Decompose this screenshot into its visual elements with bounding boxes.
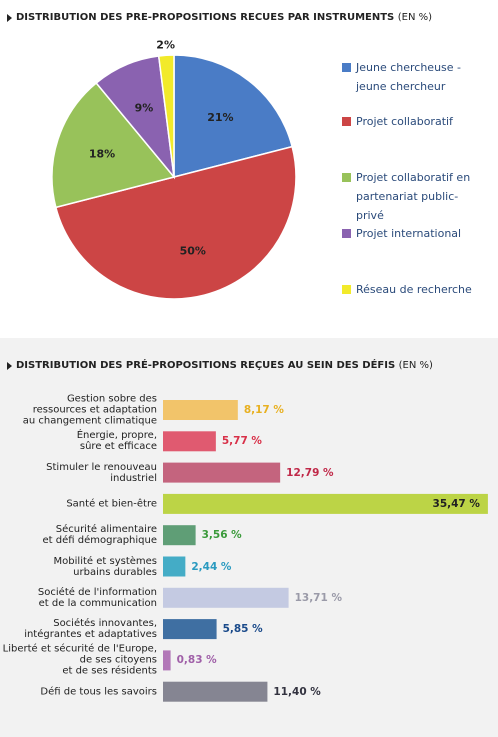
slice-label: 9% bbox=[135, 102, 154, 115]
bar bbox=[163, 525, 196, 546]
category-label: Gestion sobre des ressources et adaptati… bbox=[22, 393, 157, 427]
category-label: Société de l'information et de la commun… bbox=[37, 586, 157, 609]
bar bbox=[163, 462, 281, 483]
title-note: (EN %) bbox=[398, 360, 433, 371]
bullet bbox=[7, 362, 12, 370]
legend-swatch bbox=[342, 229, 351, 238]
bar bbox=[163, 681, 268, 702]
value-label: 8,17 % bbox=[243, 404, 284, 416]
value-label: 5,77 % bbox=[221, 435, 262, 448]
legend-entry: Jeune chercheuse - jeune chercheur bbox=[356, 61, 462, 93]
slice-label: 50% bbox=[180, 244, 206, 257]
pie-slice bbox=[54, 145, 297, 300]
value-label: 11,40 % bbox=[273, 685, 321, 698]
bar bbox=[163, 493, 488, 514]
category-label: Mobilité et systèmes urbains durables bbox=[53, 555, 157, 578]
category-label: Santé et bien-être bbox=[66, 498, 157, 510]
category-label: Sociétés innovantes, intégrantes et adap… bbox=[24, 618, 157, 641]
title-text: DISTRIBUTION DES PRE-PROPOSITIONS RECUES… bbox=[16, 12, 395, 23]
bar bbox=[163, 431, 216, 452]
value-label: 2,44 % bbox=[191, 560, 232, 573]
legend-entry: Projet collaboratif bbox=[356, 115, 453, 128]
category-label: Liberté et sécurité de l'Europe, de ses … bbox=[2, 643, 157, 677]
value-label: 5,85 % bbox=[222, 623, 263, 636]
category-label: Stimuler le renouveau industriel bbox=[46, 461, 157, 484]
slice-label: 18% bbox=[89, 148, 115, 161]
category-label: Sécurité alimentaire et défi démographiq… bbox=[42, 524, 157, 547]
bar bbox=[163, 650, 171, 671]
legend-entry: Projet collaboratif en partenariat publi… bbox=[356, 171, 471, 222]
legend-entry: Projet international bbox=[356, 227, 462, 240]
chart-title: DISTRIBUTION DES PRE-PROPOSITIONS RECUES… bbox=[16, 12, 432, 23]
legend-swatch bbox=[342, 117, 351, 126]
category-label: Défi de tous les savoirs bbox=[40, 686, 157, 698]
legend-swatch bbox=[342, 63, 351, 72]
bar bbox=[163, 400, 238, 420]
title-text: DISTRIBUTION DES PRÉ-PROPOSITIONS REÇUES… bbox=[16, 360, 396, 371]
category-label: Énergie, propre, sûre et efficace bbox=[76, 430, 157, 453]
pie-slice bbox=[173, 54, 294, 178]
bullet bbox=[7, 14, 12, 22]
legend-swatch bbox=[342, 173, 351, 182]
bar bbox=[163, 619, 217, 640]
pie-slice bbox=[157, 54, 175, 178]
bar bbox=[163, 587, 289, 608]
legend-entry: Réseau de recherche bbox=[356, 283, 472, 296]
chart-title: DISTRIBUTION DES PRÉ-PROPOSITIONS REÇUES… bbox=[16, 360, 433, 371]
slice-label: 21% bbox=[207, 111, 233, 124]
value-label: 13,71 % bbox=[294, 591, 342, 604]
value-label: 12,79 % bbox=[286, 466, 334, 479]
bar bbox=[163, 556, 186, 577]
value-label: 0,83 % bbox=[176, 654, 217, 667]
title-note: (EN %) bbox=[397, 12, 433, 23]
value-label: 35,47 % bbox=[432, 497, 480, 510]
value-label: 3,56 % bbox=[201, 529, 242, 542]
pie-slice bbox=[51, 81, 176, 209]
slice-label: 2% bbox=[156, 38, 175, 51]
legend-swatch bbox=[342, 285, 351, 294]
